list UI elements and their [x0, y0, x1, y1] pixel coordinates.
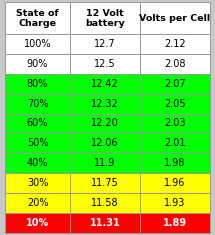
- Bar: [5, 173, 70, 193]
- Text: Volts per Cell: Volts per Cell: [139, 14, 210, 23]
- Text: 2.05: 2.05: [164, 99, 186, 109]
- Text: 1.93: 1.93: [164, 198, 186, 208]
- Bar: [140, 114, 210, 133]
- Text: 11.31: 11.31: [90, 218, 120, 228]
- Text: 1.98: 1.98: [164, 158, 186, 168]
- Bar: [70, 54, 140, 74]
- Text: 12.20: 12.20: [91, 118, 119, 129]
- Bar: [70, 94, 140, 114]
- Bar: [5, 153, 70, 173]
- Text: 11.75: 11.75: [91, 178, 119, 188]
- Text: 2.01: 2.01: [164, 138, 186, 148]
- Text: 1.89: 1.89: [163, 218, 187, 228]
- Bar: [5, 193, 70, 213]
- Bar: [5, 94, 70, 114]
- Text: 10%: 10%: [26, 218, 49, 228]
- Bar: [70, 34, 140, 54]
- Bar: [140, 94, 210, 114]
- Bar: [70, 213, 140, 233]
- Text: 11.58: 11.58: [91, 198, 119, 208]
- Text: 1.96: 1.96: [164, 178, 186, 188]
- Text: 2.08: 2.08: [164, 59, 186, 69]
- Bar: [140, 54, 210, 74]
- Text: 50%: 50%: [27, 138, 48, 148]
- Bar: [140, 213, 210, 233]
- Bar: [70, 114, 140, 133]
- Text: 80%: 80%: [27, 79, 48, 89]
- Bar: [70, 2, 140, 34]
- Text: 12.06: 12.06: [91, 138, 119, 148]
- Text: 70%: 70%: [27, 99, 48, 109]
- Bar: [5, 34, 70, 54]
- Bar: [140, 133, 210, 153]
- Bar: [70, 173, 140, 193]
- Bar: [140, 2, 210, 34]
- Bar: [5, 74, 70, 94]
- Text: 11.9: 11.9: [94, 158, 116, 168]
- Text: 12.5: 12.5: [94, 59, 116, 69]
- Bar: [140, 74, 210, 94]
- Bar: [70, 133, 140, 153]
- Text: State of
Charge: State of Charge: [16, 8, 59, 28]
- Text: 60%: 60%: [27, 118, 48, 129]
- Bar: [70, 193, 140, 213]
- Bar: [5, 2, 70, 34]
- Text: 90%: 90%: [27, 59, 48, 69]
- Bar: [5, 133, 70, 153]
- Bar: [140, 193, 210, 213]
- Text: 100%: 100%: [24, 39, 51, 49]
- Bar: [140, 173, 210, 193]
- Bar: [5, 54, 70, 74]
- Text: 40%: 40%: [27, 158, 48, 168]
- Text: 12.42: 12.42: [91, 79, 119, 89]
- Text: 30%: 30%: [27, 178, 48, 188]
- Text: 20%: 20%: [27, 198, 48, 208]
- Text: 2.03: 2.03: [164, 118, 186, 129]
- Bar: [70, 74, 140, 94]
- Bar: [5, 114, 70, 133]
- Text: 12.32: 12.32: [91, 99, 119, 109]
- Bar: [70, 153, 140, 173]
- Text: 2.07: 2.07: [164, 79, 186, 89]
- Bar: [5, 213, 70, 233]
- Bar: [140, 34, 210, 54]
- Text: 12.7: 12.7: [94, 39, 116, 49]
- Text: 2.12: 2.12: [164, 39, 186, 49]
- Bar: [140, 153, 210, 173]
- Text: 12 Volt
battery: 12 Volt battery: [85, 8, 125, 28]
